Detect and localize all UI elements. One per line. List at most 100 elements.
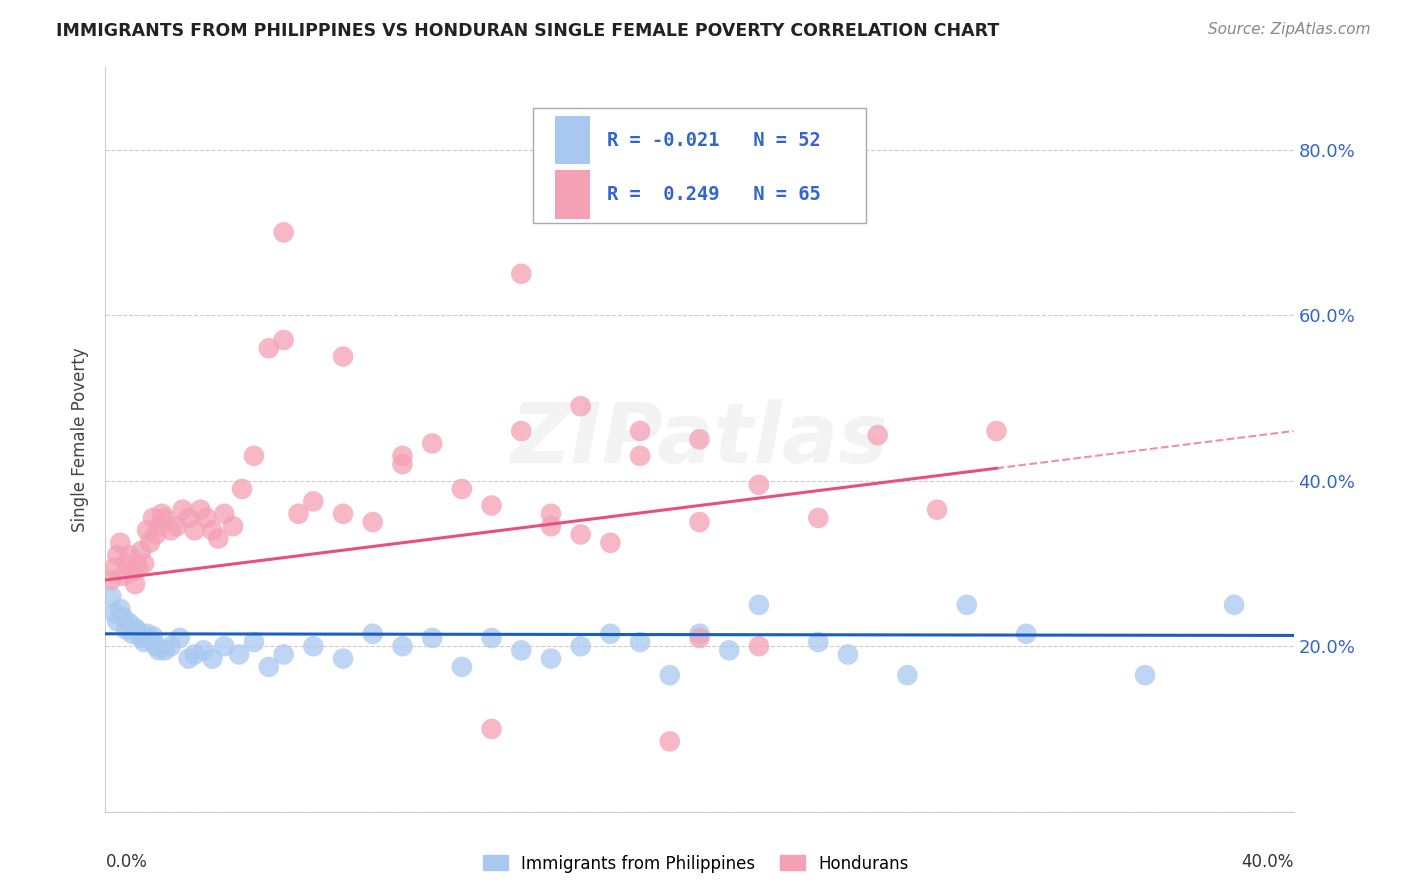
Point — [103, 560, 125, 574]
Point — [115, 557, 138, 571]
Point — [599, 535, 621, 549]
Text: R =  0.249   N = 65: R = 0.249 N = 65 — [607, 185, 821, 204]
Point — [718, 643, 741, 657]
Point — [201, 524, 224, 538]
Point — [956, 598, 979, 612]
Point — [183, 524, 205, 538]
Point — [153, 511, 176, 525]
Point — [166, 519, 188, 533]
Point — [142, 629, 165, 643]
Point — [540, 651, 562, 665]
Point — [420, 631, 443, 645]
Point — [201, 651, 224, 665]
Point — [569, 527, 592, 541]
Y-axis label: Single Female Poverty: Single Female Poverty — [72, 347, 90, 532]
Point — [243, 635, 266, 649]
Point — [124, 577, 146, 591]
Point — [481, 722, 503, 736]
Point — [361, 627, 384, 641]
Point — [1133, 668, 1156, 682]
Point — [450, 660, 472, 674]
Point — [689, 432, 711, 446]
Point — [332, 507, 354, 521]
Point — [177, 651, 200, 665]
Point — [243, 449, 266, 463]
Point — [302, 494, 325, 508]
Point — [129, 631, 152, 645]
Point — [287, 507, 309, 521]
Point — [195, 511, 218, 525]
Point — [121, 627, 143, 641]
Point — [142, 511, 165, 525]
Point — [148, 643, 170, 657]
Point — [207, 532, 229, 546]
Point — [689, 627, 711, 641]
Point — [273, 226, 295, 240]
Point — [159, 639, 181, 653]
Point — [190, 502, 212, 516]
Point — [100, 590, 122, 604]
Point — [689, 515, 711, 529]
Point — [127, 560, 149, 574]
Point — [569, 399, 592, 413]
Point — [129, 544, 152, 558]
Point — [510, 643, 533, 657]
Point — [193, 643, 215, 657]
Point — [228, 648, 250, 662]
Point — [136, 627, 159, 641]
Point — [169, 631, 191, 645]
Point — [222, 519, 245, 533]
Point — [257, 660, 280, 674]
Point — [257, 341, 280, 355]
Point — [628, 635, 651, 649]
FancyBboxPatch shape — [554, 170, 591, 219]
Point — [132, 557, 155, 571]
Point — [837, 648, 859, 662]
Point — [658, 668, 681, 682]
Point — [599, 627, 621, 641]
Point — [748, 598, 770, 612]
Point — [118, 615, 141, 630]
Point — [145, 639, 167, 653]
Point — [139, 632, 162, 647]
Text: 40.0%: 40.0% — [1241, 853, 1294, 871]
Point — [148, 519, 170, 533]
Point — [105, 548, 128, 562]
Point — [896, 668, 918, 682]
Point — [658, 734, 681, 748]
FancyBboxPatch shape — [533, 108, 866, 223]
Point — [124, 621, 146, 635]
Point — [183, 648, 205, 662]
Point — [112, 610, 135, 624]
Point — [1223, 598, 1246, 612]
Point — [121, 565, 143, 579]
Text: R = -0.021   N = 52: R = -0.021 N = 52 — [607, 131, 821, 150]
Text: ZIPatlas: ZIPatlas — [510, 399, 889, 480]
Point — [115, 623, 138, 637]
Point — [628, 449, 651, 463]
Point — [136, 524, 159, 538]
Point — [481, 499, 503, 513]
FancyBboxPatch shape — [554, 116, 591, 164]
Point — [748, 478, 770, 492]
Point — [172, 502, 194, 516]
Point — [110, 535, 132, 549]
Point — [105, 615, 128, 629]
Point — [927, 502, 949, 516]
Point — [273, 648, 295, 662]
Point — [569, 639, 592, 653]
Text: 0.0%: 0.0% — [105, 853, 148, 871]
Text: Source: ZipAtlas.com: Source: ZipAtlas.com — [1208, 22, 1371, 37]
Point — [332, 350, 354, 364]
Text: IMMIGRANTS FROM PHILIPPINES VS HONDURAN SINGLE FEMALE POVERTY CORRELATION CHART: IMMIGRANTS FROM PHILIPPINES VS HONDURAN … — [56, 22, 1000, 40]
Point — [214, 639, 236, 653]
Point — [150, 507, 173, 521]
Point — [807, 511, 830, 525]
Point — [807, 635, 830, 649]
Point — [145, 527, 167, 541]
Point — [112, 569, 135, 583]
Point — [127, 624, 149, 639]
Point — [153, 643, 176, 657]
Point — [391, 639, 413, 653]
Point — [159, 524, 181, 538]
